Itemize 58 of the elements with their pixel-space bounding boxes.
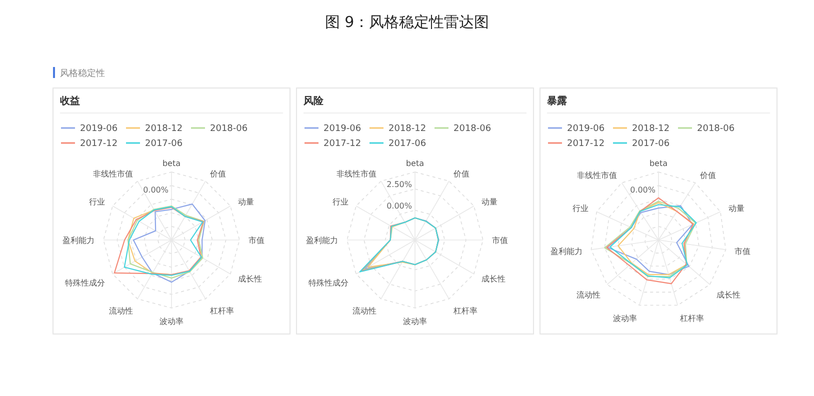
- spoke-label: 动量: [728, 204, 745, 214]
- spoke-label: 行业: [332, 198, 348, 206]
- spoke-label: 价值: [452, 169, 470, 178]
- spoke-label: beta: [406, 159, 424, 168]
- legend-label: 2017-06: [145, 139, 183, 149]
- legend-label: 2018-12: [388, 124, 426, 134]
- legend-label: 2017-12: [567, 139, 605, 149]
- spoke-label: 盈利能力: [550, 246, 582, 256]
- legend-label: 2017-12: [324, 139, 362, 149]
- spoke-label: 价值: [209, 169, 226, 178]
- spoke-label: beta: [649, 159, 668, 168]
- chart-title: 暴露: [546, 95, 567, 107]
- legend-label: 2019-06: [567, 124, 605, 134]
- spoke-label: 波动率: [403, 317, 427, 326]
- spoke-label: 成长性: [482, 274, 506, 284]
- spoke-label: 市值: [248, 236, 264, 245]
- spoke-label: 波动率: [612, 314, 637, 323]
- spoke-label: 特殊性成分: [64, 278, 105, 288]
- legend-label: 2017-06: [632, 139, 670, 149]
- spoke-label: 非线性市值: [336, 169, 376, 178]
- legend-label: 2018-12: [632, 124, 670, 134]
- spoke-label: 盈利能力: [62, 236, 94, 245]
- spoke-label: 动量: [482, 198, 498, 206]
- text: 风格稳定性: [60, 68, 105, 79]
- spoke-label: 杠杆率: [452, 306, 478, 316]
- spoke-label: 盈利能力: [306, 236, 338, 245]
- chart-title: 收益: [60, 95, 80, 107]
- spoke-label: 成长性: [716, 290, 741, 300]
- legend-label: 2018-06: [210, 124, 248, 134]
- legend-label: 2017-12: [80, 139, 118, 149]
- legend-label: 2018-12: [145, 124, 183, 134]
- y-tick-label: 2.50%: [386, 180, 412, 189]
- legend-label: 2018-06: [454, 124, 492, 134]
- spoke-label: 杠杆率: [679, 314, 704, 323]
- spoke-label: beta: [162, 159, 181, 168]
- text: 图 9：风格稳定性雷达图: [324, 13, 490, 31]
- legend-label: 2019-06: [324, 124, 362, 134]
- spoke-label: 流动性: [352, 306, 376, 316]
- spoke-label: 波动率: [160, 317, 184, 326]
- legend-label: 2019-06: [80, 124, 118, 134]
- text: 0.00%: [630, 185, 656, 194]
- legend-label: 2018-06: [697, 124, 735, 134]
- chart-title: 风险: [302, 95, 324, 107]
- text: 0.00%: [143, 185, 169, 194]
- spoke-label: 市值: [734, 246, 751, 256]
- spoke-label: 动量: [238, 198, 254, 206]
- spoke-label: 非线性市值: [576, 171, 617, 180]
- legend-label: 2017-06: [388, 139, 426, 149]
- spoke-label: 行业: [572, 204, 588, 214]
- spoke-label: 市值: [492, 236, 508, 245]
- spoke-label: 行业: [88, 198, 105, 206]
- spoke-label: 非线性市值: [93, 169, 133, 178]
- spoke-label: 杠杆率: [209, 306, 234, 316]
- spoke-label: 流动性: [109, 306, 133, 316]
- spoke-label: 流动性: [576, 290, 600, 300]
- spoke-label: 特殊性成分: [308, 278, 348, 288]
- spoke-label: 成长性: [238, 274, 262, 284]
- spoke-label: 价值: [699, 171, 716, 180]
